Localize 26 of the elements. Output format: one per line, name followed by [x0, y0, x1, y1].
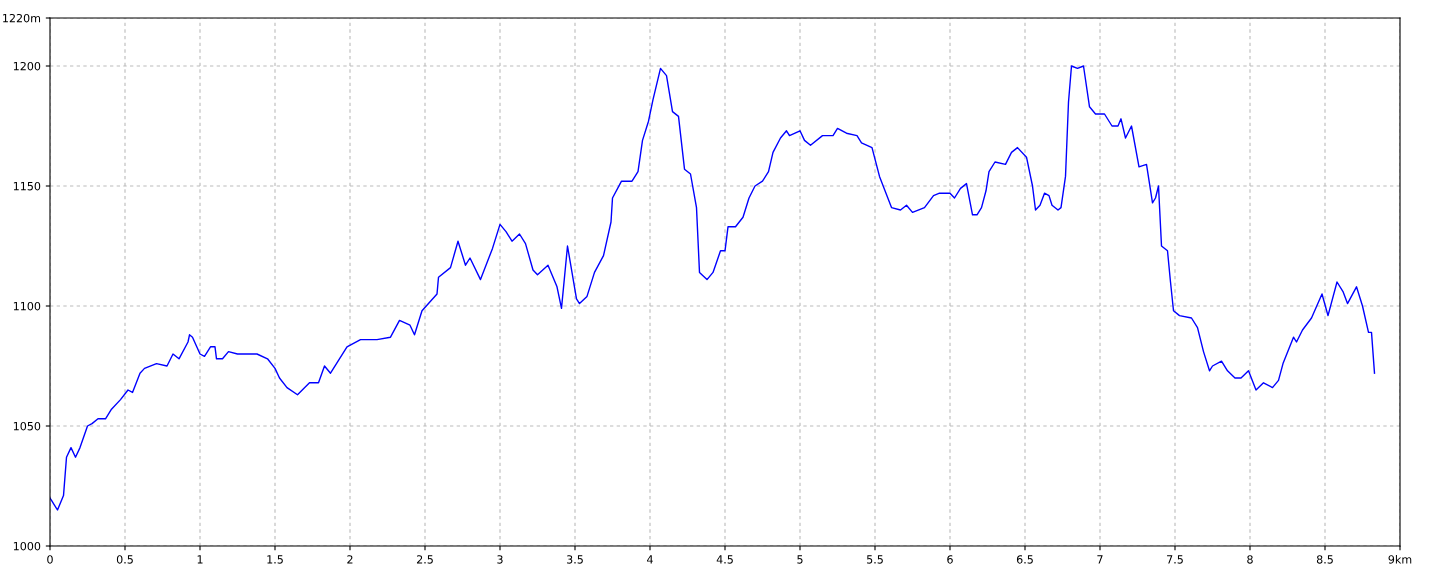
x-tick-label: 3.5 — [567, 555, 583, 564]
x-tick-label: 4.5 — [716, 555, 733, 564]
x-tick-label: 8 — [1247, 555, 1253, 564]
x-tick-label: 8.5 — [1316, 555, 1333, 564]
x-tick-label: 4 — [647, 555, 653, 564]
x-tick-label: 7.5 — [1167, 555, 1183, 564]
x-tick-label: 6.5 — [1016, 555, 1033, 564]
y-tick-label: 1050 — [13, 421, 41, 431]
y-tick-label: 1220m — [3, 13, 41, 23]
x-tick-label: 1.5 — [267, 555, 283, 564]
y-tick-label: 1100 — [13, 301, 41, 311]
x-tick-label: 0 — [47, 555, 53, 564]
x-tick-label: 2.5 — [416, 555, 433, 564]
line-series — [50, 65, 1376, 511]
x-tick-label: 3 — [497, 555, 503, 564]
y-tick-label: 1200 — [13, 61, 41, 71]
x-tick-label: 5.5 — [867, 555, 883, 564]
x-tick-label: 9km — [1388, 555, 1412, 564]
y-tick-label: 1000 — [13, 541, 41, 551]
y-tick-label: 1150 — [13, 181, 41, 191]
x-tick-label: 2 — [347, 555, 353, 564]
x-tick-label: 1 — [197, 555, 203, 564]
x-tick-label: 6 — [947, 555, 953, 564]
x-tick-label: 0.5 — [116, 555, 133, 564]
x-tick-label: 5 — [797, 555, 803, 564]
x-tick-label: 7 — [1097, 555, 1103, 564]
